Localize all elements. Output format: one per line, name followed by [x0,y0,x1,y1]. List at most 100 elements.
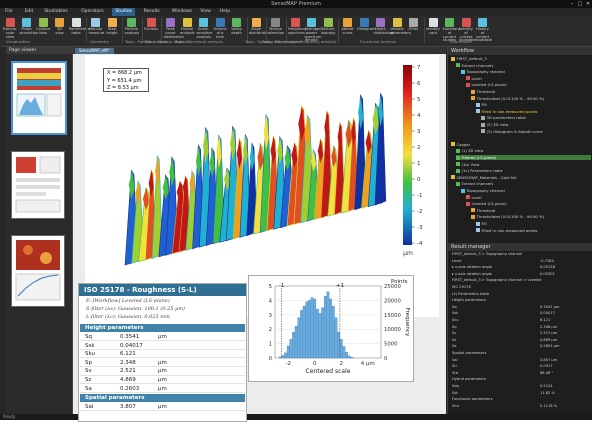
workflow-item[interactable]: Thresholded (0.01100 % - 99.00 %) [471,96,591,101]
result-row-name[interactable]: Sdq [452,384,459,388]
ribbon-button-scale-sensitive-analysis[interactable]: Scale-sensitive analysis [197,18,212,38]
ribbon-button-identity-card[interactable]: Identity card [426,18,440,38]
workflow-item[interactable]: (2) 3D view [481,122,591,127]
ribbon-button-histogram[interactable]: Histogram [357,18,376,38]
workflow-item[interactable]: Level [466,76,591,81]
ribbon-button-manual-measure[interactable]: Manual measure [89,18,104,38]
result-row-name[interactable]: Str [452,364,458,369]
result-row-name[interactable]: Hybrid parameters [452,377,486,382]
ribbon-button-abbott-curve[interactable]: Abbott curve [341,18,355,38]
workflow-item[interactable]: Extract channels [456,63,591,68]
ribbon-button-step-height[interactable]: Step height [105,18,119,38]
result-row-name[interactable]: Functional parameters [452,397,493,402]
result-row-name[interactable]: Height parameters [452,298,486,303]
ribbon-button-depth-distribution[interactable]: Depth distribution [374,18,394,38]
ribbon-button-slope-distribution[interactable]: Slope distribution [249,18,269,38]
minimize-icon[interactable]: – [570,1,574,7]
menu-edit[interactable]: Edit [24,9,34,14]
workflow-item[interactable]: 3D parameters table [481,115,591,120]
ribbon-button-volume-parameters[interactable]: Volume parameters [390,18,411,38]
workflow-item[interactable]: Filtered (LS-plane) [456,155,591,160]
menu-view[interactable]: View [200,9,211,14]
surface-3d-plot[interactable]: 7 6 5 4 3 2 1 0 -1 -2 -3 -4 µm [85,55,439,317]
ribbon-button-3d-view[interactable]: 3D view [53,18,67,38]
result-row-name[interactable]: Sq [452,304,457,309]
workflow-item[interactable]: (1c) Parameters table [456,168,591,173]
tab-document[interactable]: SensoMAP_eM* [75,48,114,54]
ribbon-button-label: Step height [106,27,118,35]
ribbon-button-fractal-analysis[interactable]: Fractal analysis [180,18,195,38]
thumbnail-map-preview [12,236,64,306]
result-row-name[interactable]: Sv [452,331,457,336]
ribbon-button-summary-of-current-studies[interactable]: Summary of current studies [443,18,460,42]
menu-studies[interactable]: Studies [112,8,135,16]
workflow-item[interactable]: (1b) View [456,162,591,167]
ribbon-button-frequency-spectrum[interactable]: Frequency spectrum [288,18,307,38]
workflow-item[interactable]: Leveled (LS-plane) [466,82,591,87]
result-row-name[interactable]: ▸ y-axis rotation angle [452,271,492,276]
result-row-name[interactable]: Sa [452,344,457,349]
workflow-item[interactable]: SENSOMAP_Materials - Gold foil [451,175,591,180]
workflow-item-label: Thresholded (0.01100 % - 99.00 %) [476,95,545,101]
workflow-item[interactable]: Level [466,195,591,200]
maximize-icon[interactable]: □ [577,1,583,7]
workflow-item[interactable]: Topography channel [461,188,591,193]
ribbon-button-history-of-current-studiable[interactable]: History of current studiable [476,18,492,42]
result-row-name[interactable]: ▸ x-axis rotation angle [452,265,492,270]
menu-studiables[interactable]: Studiables [44,9,68,14]
ribbon-button-averaged-power-spectrum-density[interactable]: Averaged power spectrum density [305,18,322,42]
workflow-item[interactable]: Leveled (LS-plane) [466,201,591,206]
ribbon-button-volume-of-a-hole[interactable]: Volume of a hole [213,18,227,38]
result-row-name[interactable]: Smr [452,403,460,408]
ribbon-button-texture-isotropy[interactable]: Texture isotropy [321,18,335,38]
result-row-name[interactable]: ISO 25178 [452,285,471,289]
menu-results[interactable]: Results [143,9,160,14]
page-thumbnail-1[interactable] [11,61,67,135]
workflow-item[interactable] [451,135,591,140]
workflow-item[interactable]: Threshold [471,208,591,213]
close-icon[interactable]: ✕ [585,1,591,7]
result-row-name[interactable]: Sal [452,357,458,362]
3d-view-canvas[interactable]: 7 6 5 4 3 2 1 0 -1 -2 -3 -4 µm X = 868.2 µm Y = 651… [85,55,439,317]
page-thumbnail-2[interactable] [11,151,65,219]
ribbon-button-pseudo-color-view[interactable]: Pseudo-color view [3,18,17,38]
workflow-item[interactable]: Topography channel [461,69,591,74]
ribbon-button-valley-depth[interactable]: Valley depth [230,18,244,38]
ribbon-button-parameters-table[interactable]: Parameters table [69,18,90,38]
ribbon-button-contour-lines[interactable]: Contour lines [36,18,50,38]
menu-windows[interactable]: Windows [171,9,192,14]
result-row-name[interactable]: Std [452,370,458,375]
ribbon-button-photo-simulation[interactable]: Photo simulation [20,18,38,38]
ribbon-button-peak-count-distribution[interactable]: Peak count distribution [164,18,184,38]
workflow-item[interactable]: (3) Histogram & Abbott curve [481,129,591,134]
workflow-item[interactable]: Filled in non-measured points [476,109,591,114]
result-row-name[interactable]: Sdr [452,390,459,395]
workflow-item[interactable]: Extract channels [456,181,591,186]
menu-file[interactable]: File [5,9,13,14]
ribbon-button-other[interactable]: Other [407,18,421,38]
menu-operators[interactable]: Operators [81,9,104,14]
workflow-item[interactable]: Threshold [471,89,591,94]
ribbon-button-furrows[interactable]: Furrows [144,18,158,38]
result-row-name[interactable]: (4) Parameters table [452,291,490,296]
ribbon-button-identity-of-current-studiable[interactable]: Identity of current studiable [459,18,476,42]
workflow-item[interactable]: Filled in non-measured points [476,228,591,233]
page-thumbnail-3[interactable] [11,235,65,307]
workflow-item[interactable]: Fill [476,221,591,226]
workflow-item[interactable]: (1) 3D view [456,148,591,153]
result-row-name[interactable]: FIRST_default_3 > Topography channel > L… [452,278,542,283]
workflow-item[interactable]: Thresholded (0.01100 % - 99.00 %) [471,214,591,219]
ribbon-button-texture-direction[interactable]: Texture direction [269,18,284,38]
result-row-name[interactable]: Level [452,258,462,263]
ribbon-button-particle-analysis[interactable]: Particle analysis [125,18,139,38]
workflow-item[interactable]: FIRST_default_3 [451,56,591,61]
result-row-name[interactable]: Sku [452,318,459,322]
result-row-name[interactable]: Sz [452,337,457,342]
result-row-name[interactable]: Sp [452,324,457,329]
result-row-name[interactable]: Ssk [452,311,459,316]
menu-help[interactable]: Help [219,9,231,14]
result-row-name[interactable]: Spatial parameters [452,351,487,355]
workflow-item[interactable]: Copper [451,142,591,147]
result-row-name[interactable]: FIRST_default_3 > Topography channel [452,252,523,256]
workflow-item[interactable]: Fill [476,102,591,107]
